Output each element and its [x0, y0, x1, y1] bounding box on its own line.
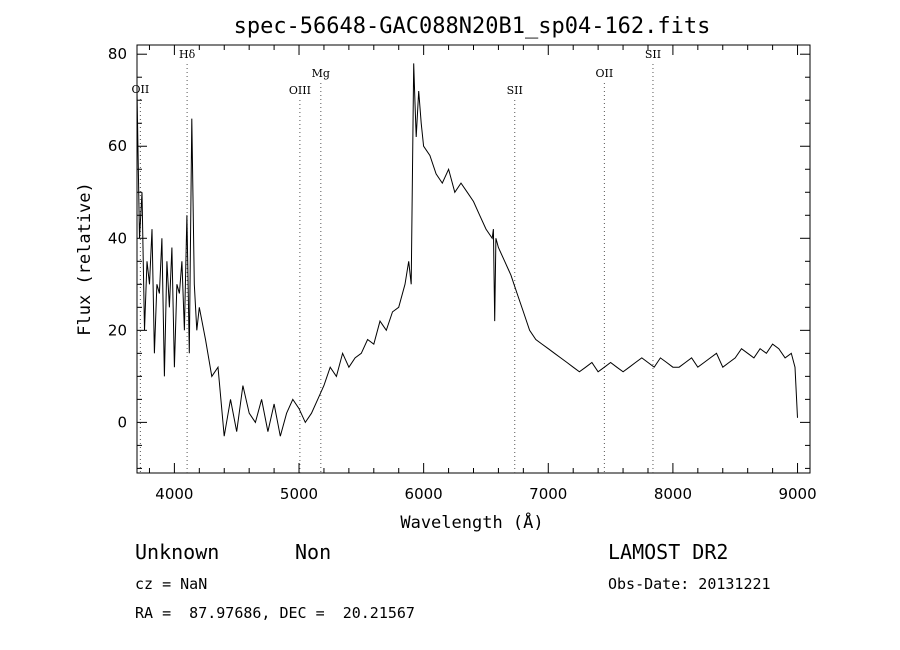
y-tick-label: 40 — [108, 229, 127, 247]
plot-frame — [136, 44, 811, 474]
x-tick-label: 5000 — [280, 485, 318, 503]
obsdate-label: Obs-Date: 20131221 — [608, 575, 771, 593]
emission-line-label: Mg — [312, 67, 330, 80]
y-tick-label: 0 — [117, 413, 127, 431]
axis-ticks: 4000 5000 6000 7000 8000 9000 0 20 40 60 80 — [108, 45, 817, 503]
y-axis-label: Flux (relative) — [75, 182, 95, 336]
y-tick-label: 20 — [108, 321, 127, 339]
x-axis-label: Wavelength (Å) — [400, 511, 543, 533]
emission-line-label: SII — [507, 84, 523, 97]
chart-title: spec-56648-GAC088N20B1_sp04-162.fits — [234, 14, 711, 39]
spectrum-line — [136, 63, 798, 437]
x-tick-label: 7000 — [529, 485, 567, 503]
y-tick-label: 80 — [108, 45, 127, 63]
emission-line-label: OIII — [289, 84, 311, 97]
survey-label: LAMOST DR2 — [608, 540, 729, 564]
x-tick-label: 8000 — [654, 485, 692, 503]
emission-line-label: Hδ — [179, 48, 196, 61]
cz-label: cz = NaN — [135, 575, 208, 593]
coords-label: RA = 87.97686, DEC = 20.21567 — [135, 604, 415, 622]
emission-line-label: SII — [645, 48, 661, 61]
class-label: Unknown — [135, 540, 220, 564]
emission-line-label: OII — [132, 83, 150, 96]
x-tick-label: 9000 — [778, 485, 816, 503]
subclass-label: Non — [295, 540, 332, 564]
y-tick-label: 60 — [108, 137, 127, 155]
x-tick-label: 4000 — [155, 485, 193, 503]
x-tick-label: 6000 — [405, 485, 443, 503]
emission-line-label: OII — [596, 67, 614, 80]
